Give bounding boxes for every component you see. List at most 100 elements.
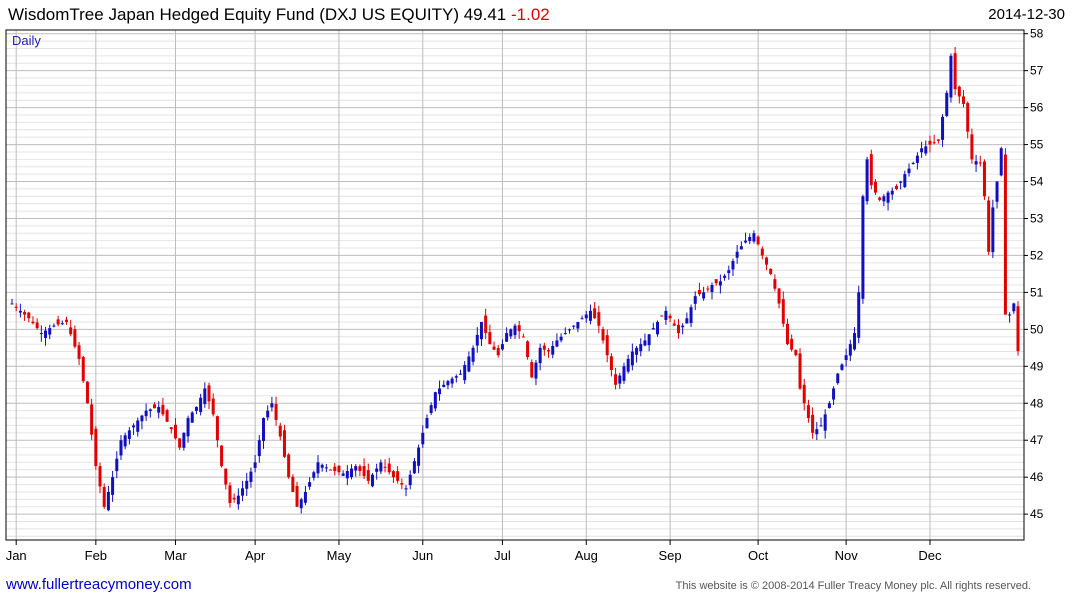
candle-body (865, 159, 869, 202)
y-tick-label: 53 (1030, 211, 1044, 225)
y-tick-label: 54 (1030, 175, 1044, 189)
candle-body (903, 174, 907, 188)
candle-body (584, 314, 588, 319)
candle-body (756, 236, 760, 245)
candle-body (1003, 154, 1007, 315)
y-tick-label: 51 (1030, 285, 1044, 299)
candle-body (886, 192, 890, 203)
candle-body (429, 405, 433, 414)
candle-body (324, 467, 328, 469)
candle-body (132, 425, 136, 428)
candle-body (77, 345, 81, 359)
candle-body (454, 376, 458, 378)
candle-body (806, 405, 810, 419)
candle-body (727, 270, 731, 274)
candle-body (668, 315, 672, 319)
candle-body (203, 388, 207, 405)
candle-body (882, 196, 886, 202)
candle-body (978, 162, 982, 164)
candle-body (744, 240, 748, 243)
candle-body (924, 146, 928, 154)
candle-body (635, 347, 639, 355)
candle-body (957, 86, 961, 97)
candle-body (249, 471, 253, 482)
candle-body (215, 416, 219, 441)
candle-body (358, 466, 362, 472)
candle-body (798, 353, 802, 389)
candle-body (848, 344, 852, 356)
candle-body (819, 425, 823, 427)
candle-body (106, 491, 110, 511)
candle-body (337, 465, 341, 473)
x-tick-label: Jan (6, 548, 27, 563)
candle-body (643, 340, 647, 346)
candle-body (1008, 314, 1012, 316)
candle-body (802, 384, 806, 404)
website-link[interactable]: www.fullertreacymoney.com (6, 576, 192, 593)
candle-body (165, 410, 169, 422)
candle-body (27, 312, 31, 319)
candle-body (257, 440, 261, 457)
x-tick-label: Oct (748, 548, 769, 563)
candle-body (651, 328, 655, 330)
candle-body (69, 327, 73, 335)
candle-body (169, 427, 173, 430)
candle-body (911, 163, 915, 165)
y-tick-label: 50 (1030, 322, 1044, 336)
candle-body (194, 406, 198, 411)
candle-body (526, 341, 530, 358)
candle-body (287, 454, 291, 478)
candle-body (299, 499, 303, 509)
candle-body (375, 468, 379, 472)
candle-body (44, 330, 48, 338)
plot-frame (5, 29, 1025, 541)
candle-body (417, 447, 421, 466)
candle-body (953, 53, 957, 90)
candle-body (932, 142, 936, 144)
candle-body (735, 251, 739, 258)
y-tick-label: 55 (1030, 138, 1044, 152)
candle-body (731, 260, 735, 270)
y-tick-label: 58 (1030, 27, 1044, 41)
candle-body (329, 469, 333, 471)
candle-body (542, 345, 546, 350)
candle-body (115, 458, 119, 472)
y-tick-label: 57 (1030, 64, 1044, 78)
candle-body (861, 196, 865, 299)
candle-body (207, 385, 211, 402)
candle-body (995, 181, 999, 202)
candle-body (945, 92, 949, 116)
candle-body (718, 281, 722, 286)
candle-body (1016, 306, 1020, 352)
candle-body (966, 103, 970, 132)
candle-body (148, 409, 152, 412)
candle-body (962, 96, 966, 104)
x-tick-label: Nov (835, 548, 859, 563)
candle-body (262, 418, 265, 441)
candle-body (18, 310, 22, 313)
candle-body (521, 336, 525, 338)
candle-body (266, 410, 270, 418)
candle-body (421, 432, 425, 445)
candle-body (278, 425, 282, 437)
candle-body (794, 349, 798, 356)
candle-body (140, 415, 144, 422)
candle-body (253, 462, 257, 468)
candle-body (853, 333, 857, 350)
candle-body (500, 344, 504, 350)
candle-body (320, 464, 324, 468)
candle-body (295, 486, 299, 507)
x-tick-label: Mar (164, 548, 187, 563)
candle-body (982, 161, 986, 197)
candle-body (224, 468, 228, 485)
candle-body (73, 329, 77, 347)
candle-body (597, 312, 601, 326)
candle-body (282, 430, 286, 457)
candle-body (639, 344, 643, 352)
candle-body (547, 350, 551, 352)
candle-body (748, 236, 752, 242)
candle-body (90, 404, 94, 435)
candle-body (236, 495, 240, 505)
candle-body (459, 373, 463, 375)
